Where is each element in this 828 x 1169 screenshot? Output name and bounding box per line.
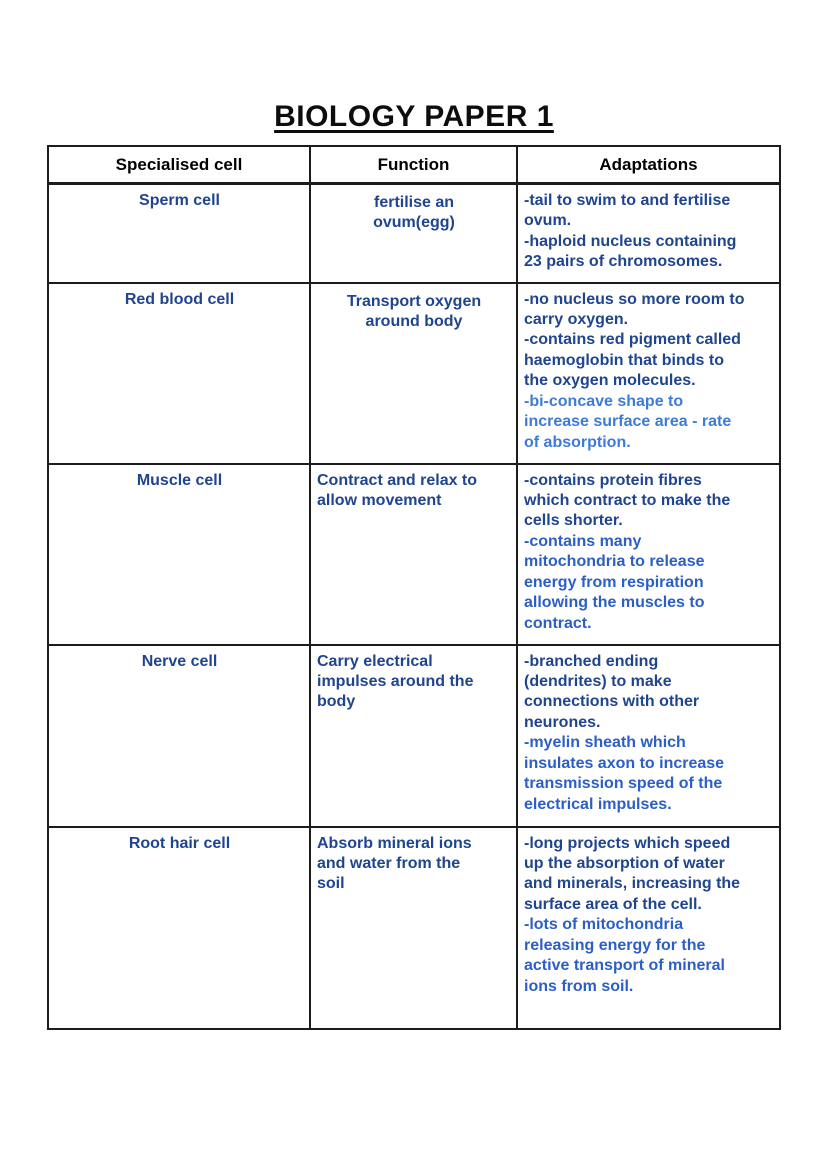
column-header-specialised-cell: Specialised cell xyxy=(47,145,311,185)
cell-function: Contract and relax to allow movement xyxy=(309,462,518,646)
column-header-function: Function xyxy=(309,145,518,185)
table-row-muscle-cell: Muscle cell Contract and relax to allow … xyxy=(47,462,781,646)
specialised-cells-table: Specialised cell Function Adaptations Sp… xyxy=(47,145,781,1030)
table-row-root-hair-cell: Root hair cell Absorb mineral ions and w… xyxy=(47,825,781,1030)
cell-name: Muscle cell xyxy=(47,462,311,646)
page-title: BIOLOGY PAPER 1 xyxy=(274,100,554,133)
cell-name: Red blood cell xyxy=(47,281,311,465)
adaptation-item: -branched ending (dendrites) to make con… xyxy=(524,652,700,731)
adaptation-item: -contains red pigment called haemoglobin… xyxy=(524,331,741,390)
column-header-adaptations: Adaptations xyxy=(516,145,781,185)
cell-name: Root hair cell xyxy=(47,825,311,1030)
adaptation-item: -tail to swim to and fertilise ovum. xyxy=(524,192,731,230)
adaptation-item: -myelin sheath which insulates axon to i… xyxy=(524,734,725,813)
adaptation-item: -long projects which speed up the absorp… xyxy=(524,834,741,913)
cell-adaptations: -long projects which speed up the absorp… xyxy=(516,825,781,1030)
cell-adaptations: -contains protein fibres which contract … xyxy=(516,462,781,646)
adaptation-item: -no nucleus so more room to carry oxygen… xyxy=(524,290,745,328)
adaptation-item: -contains protein fibres which contract … xyxy=(524,471,731,530)
cell-name: Sperm cell xyxy=(47,182,311,284)
cell-adaptations: -branched ending (dendrites) to make con… xyxy=(516,643,781,828)
adaptation-item: -haploid nucleus containing 23 pairs of … xyxy=(524,232,737,271)
cell-adaptations: -no nucleus so more room to carry oxygen… xyxy=(516,281,781,465)
adaptation-item: -lots of mitochondria releasing energy f… xyxy=(524,916,725,995)
table-row-red-blood-cell: Red blood cell Transport oxygen around b… xyxy=(47,281,781,465)
cell-function: Carry electrical impulses around the bod… xyxy=(309,643,518,828)
table-row-sperm-cell: Sperm cell fertilise an ovum(egg) -tail … xyxy=(47,182,781,284)
adaptation-item: -bi-concave shape to increase surface ar… xyxy=(524,392,732,451)
table-row-nerve-cell: Nerve cell Carry electrical impulses aro… xyxy=(47,643,781,828)
header-row: Specialised cell Function Adaptations xyxy=(47,145,781,185)
adaptation-item: -contains many mitochondria to release e… xyxy=(524,532,705,632)
cell-function: fertilise an ovum(egg) xyxy=(309,182,518,284)
cell-name: Nerve cell xyxy=(47,643,311,828)
cell-function: Absorb mineral ions and water from the s… xyxy=(309,825,518,1030)
cell-adaptations: -tail to swim to and fertilise ovum. -ha… xyxy=(516,182,781,284)
cell-function: Transport oxygen around body xyxy=(309,281,518,465)
